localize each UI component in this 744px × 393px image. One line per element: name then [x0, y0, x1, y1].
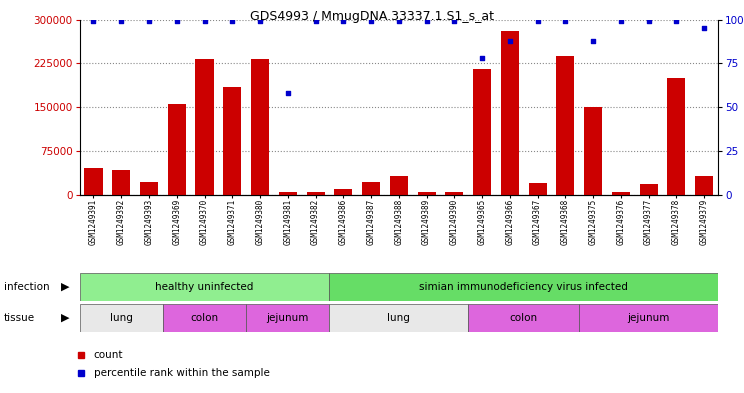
Bar [468, 304, 579, 332]
Bar [80, 273, 330, 301]
Point [310, 18, 321, 24]
Point [587, 37, 599, 44]
Bar [417, 192, 435, 195]
Point [226, 18, 238, 24]
Bar [640, 184, 658, 195]
Bar [330, 304, 468, 332]
Point [115, 18, 127, 24]
Bar [223, 87, 241, 195]
Point [282, 90, 294, 96]
Point [254, 18, 266, 24]
Point [88, 18, 100, 24]
Text: tissue: tissue [4, 313, 35, 323]
Point [615, 18, 626, 24]
Point [559, 18, 571, 24]
Bar [579, 304, 718, 332]
Bar [307, 192, 324, 195]
Point [698, 25, 710, 31]
Bar [445, 192, 464, 195]
Bar [196, 59, 214, 195]
Text: lung: lung [110, 313, 132, 323]
Bar [528, 183, 547, 195]
Point [393, 18, 405, 24]
Text: simian immunodeficiency virus infected: simian immunodeficiency virus infected [419, 282, 628, 292]
Bar [334, 189, 353, 195]
Bar [80, 304, 163, 332]
Bar [584, 107, 602, 195]
Text: percentile rank within the sample: percentile rank within the sample [94, 368, 269, 378]
Point [337, 18, 349, 24]
Bar [163, 304, 246, 332]
Point [143, 18, 155, 24]
Text: infection: infection [4, 282, 49, 292]
Text: ▶: ▶ [60, 313, 69, 323]
Bar [695, 176, 713, 195]
Bar [167, 104, 186, 195]
Text: colon: colon [510, 313, 538, 323]
Point [476, 55, 488, 61]
Point [449, 18, 461, 24]
Bar [251, 59, 269, 195]
Bar [112, 170, 130, 195]
Bar [612, 192, 630, 195]
Text: colon: colon [190, 313, 219, 323]
Point [171, 18, 183, 24]
Point [670, 18, 682, 24]
Text: count: count [94, 350, 124, 360]
Point [365, 18, 377, 24]
Text: jejunum: jejunum [266, 313, 309, 323]
Bar [140, 182, 158, 195]
Text: GDS4993 / MmugDNA.33337.1.S1_s_at: GDS4993 / MmugDNA.33337.1.S1_s_at [250, 10, 494, 23]
Bar [85, 168, 103, 195]
Bar [246, 304, 330, 332]
Point [643, 18, 655, 24]
Bar [501, 31, 519, 195]
Point [199, 18, 211, 24]
Point [504, 37, 516, 44]
Bar [390, 176, 408, 195]
Bar [330, 273, 718, 301]
Bar [473, 69, 491, 195]
Text: jejunum: jejunum [627, 313, 670, 323]
Bar [279, 192, 297, 195]
Bar [362, 182, 380, 195]
Text: healthy uninfected: healthy uninfected [155, 282, 254, 292]
Bar [667, 78, 685, 195]
Bar [557, 56, 574, 195]
Point [532, 18, 544, 24]
Point [420, 18, 432, 24]
Text: lung: lung [388, 313, 410, 323]
Text: ▶: ▶ [60, 282, 69, 292]
